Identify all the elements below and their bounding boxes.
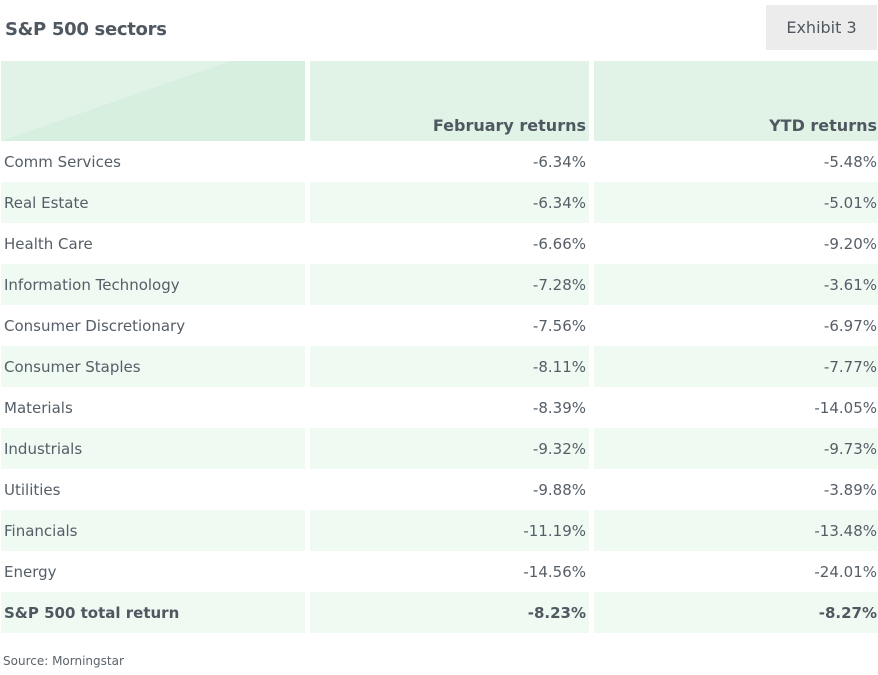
column-gap <box>589 61 594 141</box>
table-row: Utilities -9.88% -3.89% <box>1 469 878 510</box>
column-gap <box>589 592 594 633</box>
table-row: Energy -14.56% -24.01% <box>1 551 878 592</box>
column-gap <box>305 346 310 387</box>
column-gap <box>589 223 594 264</box>
table-row: Health Care -6.66% -9.20% <box>1 223 878 264</box>
ytd-return-cell: -13.48% <box>594 510 878 551</box>
sector-name-cell: Consumer Staples <box>1 346 305 387</box>
february-return-cell: -9.32% <box>310 428 589 469</box>
february-return-cell: -8.39% <box>532 398 586 417</box>
table-row: Information Technology -7.28% -3.61% <box>1 264 878 305</box>
table-header-row: February returns YTD returns <box>1 61 878 141</box>
total-row: S&P 500 total return -8.23% -8.27% <box>1 592 878 633</box>
column-gap <box>305 510 310 551</box>
sector-returns-table: February returns YTD returns Comm Servic… <box>1 61 878 633</box>
sector-name-cell: S&P 500 total return <box>1 592 305 633</box>
column-gap <box>305 61 310 141</box>
sector-name-cell: Financials <box>1 510 305 551</box>
table-row: Industrials -9.32% -9.73% <box>1 428 878 469</box>
column-gap <box>305 182 310 223</box>
column-gap <box>589 428 594 469</box>
sector-name-cell: Energy <box>4 562 57 581</box>
sector-name-cell: Real Estate <box>1 182 305 223</box>
sector-name-cell: Consumer Discretionary <box>4 316 186 335</box>
sector-name-cell: Information Technology <box>1 264 305 305</box>
column-gap <box>305 223 310 264</box>
column-gap <box>589 469 594 510</box>
ytd-return-cell: -3.61% <box>594 264 878 305</box>
column-gap <box>305 264 310 305</box>
table-row: Consumer Staples -8.11% -7.77% <box>1 346 878 387</box>
february-return-cell: -7.28% <box>310 264 589 305</box>
column-gap <box>305 141 310 182</box>
table-row: Materials -8.39% -14.05% <box>1 387 878 428</box>
february-return-cell: -6.34% <box>532 152 586 171</box>
ytd-return-cell: -5.01% <box>594 182 878 223</box>
table-row: Real Estate -6.34% -5.01% <box>1 182 878 223</box>
table-row: Comm Services -6.34% -5.48% <box>1 141 878 182</box>
ytd-return-cell: -9.20% <box>823 234 877 253</box>
column-gap <box>589 141 594 182</box>
column-gap <box>589 305 594 346</box>
ytd-returns-header: YTD returns <box>594 61 878 141</box>
february-returns-header: February returns <box>310 61 589 141</box>
column-gap <box>589 551 594 592</box>
ytd-return-cell: -7.77% <box>594 346 878 387</box>
sector-name-cell: Materials <box>4 398 73 417</box>
february-return-cell: -8.11% <box>310 346 589 387</box>
february-return-cell: -9.88% <box>532 480 586 499</box>
table-row: Financials -11.19% -13.48% <box>1 510 878 551</box>
february-return-cell: -11.19% <box>310 510 589 551</box>
column-gap <box>589 264 594 305</box>
sector-name-cell: Comm Services <box>4 152 121 171</box>
february-return-cell: -14.56% <box>523 562 586 581</box>
sector-name-cell: Utilities <box>4 480 61 499</box>
corner-diagonal-decoration <box>1 61 305 141</box>
february-return-cell: -7.56% <box>532 316 586 335</box>
ytd-return-cell: -8.27% <box>594 592 878 633</box>
source-note: Source: Morningstar <box>3 654 124 668</box>
ytd-return-cell: -9.73% <box>594 428 878 469</box>
column-gap <box>589 346 594 387</box>
column-gap <box>305 305 310 346</box>
column-gap <box>305 551 310 592</box>
column-gap <box>305 469 310 510</box>
february-return-cell: -6.34% <box>310 182 589 223</box>
table-row: Consumer Discretionary -7.56% -6.97% <box>1 305 878 346</box>
february-return-cell: -6.66% <box>532 234 586 253</box>
exhibit-badge: Exhibit 3 <box>766 5 877 50</box>
column-gap <box>589 510 594 551</box>
column-gap <box>305 428 310 469</box>
ytd-return-cell: -6.97% <box>823 316 877 335</box>
page-title: S&P 500 sectors <box>5 19 167 40</box>
column-gap <box>305 387 310 428</box>
column-gap <box>305 592 310 633</box>
sector-name-cell: Health Care <box>4 234 93 253</box>
ytd-return-cell: -3.89% <box>823 480 877 499</box>
ytd-return-cell: -5.48% <box>823 152 877 171</box>
corner-header-cell <box>1 61 305 141</box>
column-gap <box>589 387 594 428</box>
sector-name-cell: Industrials <box>1 428 305 469</box>
ytd-return-cell: -24.01% <box>814 562 877 581</box>
ytd-return-cell: -14.05% <box>814 398 877 417</box>
column-gap <box>589 182 594 223</box>
february-return-cell: -8.23% <box>310 592 589 633</box>
